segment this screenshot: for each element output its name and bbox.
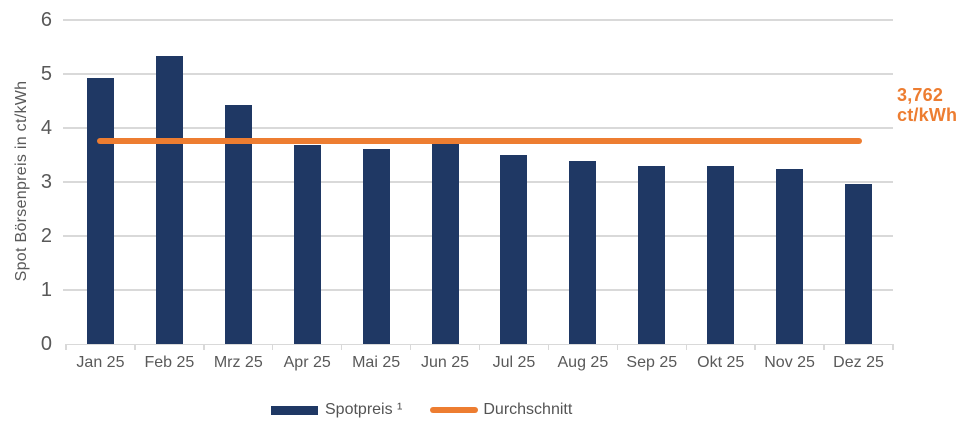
x-tick-mark — [754, 344, 756, 350]
bar-jul-25 — [500, 155, 528, 344]
y-tick-label: 5 — [40, 63, 52, 85]
x-axis-label: Jan 25 — [76, 354, 125, 371]
x-axis-label: Nov 25 — [764, 354, 815, 371]
gridline — [63, 127, 893, 129]
bar-mai-25 — [362, 149, 390, 344]
bar-okt-25 — [707, 165, 735, 344]
x-tick-mark — [203, 344, 205, 350]
x-tick-mark — [478, 344, 481, 350]
y-tick-label: 2 — [40, 225, 52, 247]
bar-dez-25 — [845, 184, 873, 344]
y-tick-label: 6 — [40, 9, 52, 31]
x-axis-label: Mai 25 — [352, 354, 401, 371]
bar-jan-25 — [86, 77, 114, 344]
average-value-line2: ct/kWh — [897, 105, 958, 125]
bar-aug-25 — [569, 160, 597, 344]
y-axis-ticks: 0 1 2 3 4 5 6 — [0, 0, 52, 425]
x-tick-mark — [340, 344, 343, 350]
legend-bar-swatch-icon — [271, 405, 318, 415]
legend-line-swatch-icon — [430, 407, 479, 413]
bar-jun-25 — [431, 143, 459, 344]
gridline — [63, 19, 893, 21]
x-axis-labels: Jan 25 Feb 25 Mrz 25 Apr 25 Mai 25 Jun 25 Jul … — [66, 353, 893, 375]
y-tick-label: 3 — [40, 171, 52, 193]
x-tick-mark — [65, 344, 67, 350]
average-value-label: 3,762 ct/kWh — [897, 85, 957, 125]
gridline — [63, 289, 893, 291]
plot-area — [63, 19, 894, 350]
gridline — [63, 181, 893, 183]
gridline — [63, 235, 893, 237]
x-axis-label: Jun 25 — [421, 354, 470, 371]
x-tick-mark — [685, 344, 687, 350]
average-value-line1: 3,762 — [897, 85, 944, 105]
legend-label-durchschnitt: Durchschnitt — [483, 401, 573, 418]
x-axis-label: Apr 25 — [283, 354, 331, 371]
y-tick-label: 0 — [40, 333, 52, 355]
x-tick-mark — [616, 344, 619, 350]
x-tick-mark — [547, 344, 550, 350]
bar-apr-25 — [293, 144, 321, 344]
x-tick-mark — [134, 344, 136, 350]
legend-label-spotpreis: Spotpreis ¹ — [325, 401, 403, 418]
y-tick-label: 1 — [40, 279, 52, 301]
bar-feb-25 — [155, 55, 183, 344]
y-tick-label: 4 — [40, 117, 52, 139]
x-axis-label: Dez 25 — [833, 354, 884, 371]
gridline — [63, 73, 893, 75]
average-line — [97, 137, 862, 144]
x-axis-label: Feb 25 — [144, 354, 195, 371]
x-axis-label: Okt 25 — [697, 354, 745, 371]
x-tick-mark — [823, 344, 825, 350]
x-tick-mark — [892, 344, 894, 350]
bar-nov-25 — [776, 169, 804, 344]
x-tick-mark — [409, 344, 412, 350]
x-axis-label: Mrz 25 — [213, 354, 263, 371]
x-axis-label: Sep 25 — [626, 354, 678, 371]
bar-sep-25 — [638, 165, 666, 344]
x-axis-label: Jul 25 — [492, 354, 536, 371]
x-axis-label: Aug 25 — [557, 354, 609, 371]
legend: Spotpreis ¹ Durchschnitt — [271, 401, 572, 419]
x-tick-mark — [272, 344, 274, 350]
bar-mrz-25 — [224, 105, 252, 344]
